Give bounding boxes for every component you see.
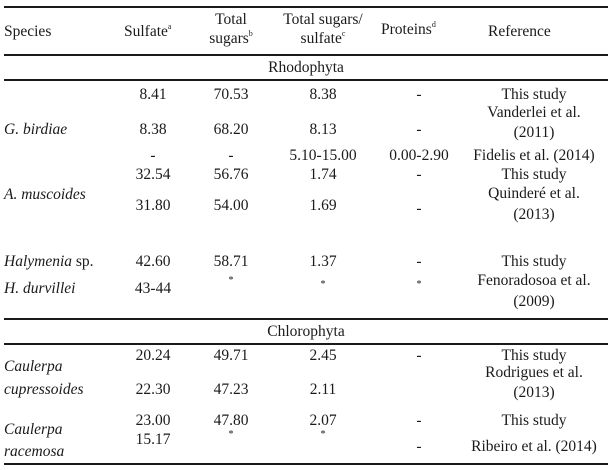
- cell-sulfate: -: [150, 147, 156, 164]
- header-proteins: Proteinsd: [381, 20, 436, 39]
- cell-ratio: *: [320, 279, 326, 290]
- cell-sugars: 68.20: [213, 121, 249, 138]
- rhodophyta-rule: [4, 79, 608, 81]
- header-reference: Reference: [488, 23, 551, 40]
- cell-reference-2: (2011): [513, 124, 555, 141]
- cell-ratio: 1.69: [309, 197, 337, 214]
- cell-sugars: -: [228, 147, 234, 164]
- cell-ratio: 8.38: [309, 86, 337, 103]
- group-rhodophyta: Rhodophyta: [268, 59, 344, 76]
- species-g-birdiae: G. birdiae: [4, 121, 68, 138]
- cell-ratio: 8.13: [309, 121, 337, 138]
- cell-sugars: 54.00: [213, 197, 249, 214]
- header-bottom-rule: [4, 54, 608, 56]
- cell-reference: Ribeiro et al. (2014): [471, 438, 597, 455]
- cell-reference: This study: [501, 166, 567, 183]
- cell-sulfate: 42.60: [135, 253, 171, 270]
- header-total-sugars-2: sugarsb: [209, 29, 253, 48]
- cell-sugars: 47.23: [213, 381, 249, 398]
- cell-reference: This study: [501, 86, 567, 103]
- cell-ratio: 2.45: [309, 347, 337, 364]
- header-total-sugars: Total: [215, 11, 247, 28]
- cell-ratio: 2.11: [309, 381, 337, 398]
- cell-ratio: 2.07: [309, 412, 337, 429]
- cell-sulfate: 43-44: [134, 280, 172, 297]
- cell-sugars: *: [228, 275, 234, 286]
- cell-sulfate: 23.00: [135, 412, 171, 429]
- cell-sugars: 47.80: [213, 412, 249, 429]
- group-chlorophyta: Chlorophyta: [267, 323, 345, 340]
- cell-sulfate: 20.24: [135, 347, 171, 364]
- cell-ratio: 1.74: [309, 166, 337, 183]
- cell-reference: This study: [501, 253, 567, 270]
- header-sulfate: Sulfatea: [124, 22, 172, 41]
- cell-sulfate: 8.41: [139, 86, 167, 103]
- cell-sulfate: 8.38: [139, 121, 167, 138]
- cell-sulfate: 31.80: [135, 197, 171, 214]
- cell-reference: Rodrigues et al.: [485, 364, 583, 381]
- species-a-muscoides: A. muscoides: [4, 186, 86, 203]
- species-c-cupressoides: Caulerpa: [4, 358, 63, 375]
- cell-sugars: 56.76: [213, 166, 249, 183]
- cell-proteins: -: [416, 438, 422, 455]
- cell-reference: Fidelis et al. (2014): [473, 147, 595, 164]
- cell-proteins: -: [416, 166, 422, 183]
- cell-reference-2: (2013): [513, 384, 555, 401]
- species-halymenia: Halymenia sp.: [4, 253, 94, 270]
- cell-sulfate: 22.30: [135, 381, 171, 398]
- cell-sugars: 70.53: [213, 86, 249, 103]
- chlorophyta-rule: [4, 343, 608, 345]
- cell-proteins: -: [416, 347, 422, 364]
- cell-reference-2: (2013): [513, 206, 555, 223]
- top-rule: [4, 6, 608, 8]
- header-ratio-2: sulfatec: [300, 29, 346, 48]
- header-ratio: Total sugars/: [283, 11, 363, 28]
- cell-reference: Fenoradosoa et al.: [477, 272, 591, 289]
- cell-ratio: 5.10-15.00: [289, 147, 357, 164]
- cell-reference: Vanderlei et al.: [487, 104, 581, 121]
- cell-sugars: 49.71: [213, 347, 249, 364]
- cell-sugars: 58.71: [213, 253, 249, 270]
- cell-proteins: -: [416, 121, 422, 138]
- cell-proteins: -: [416, 253, 422, 270]
- cell-proteins: 0.00-2.90: [389, 147, 449, 164]
- cell-sulfate: 15.17: [135, 431, 171, 448]
- bottom-rule: [4, 463, 608, 465]
- cell-sulfate: 32.54: [135, 166, 171, 183]
- chlorophyta-top-rule: [4, 318, 608, 320]
- cell-proteins: -: [416, 86, 422, 103]
- header-species: Species: [4, 23, 52, 40]
- cell-proteins: *: [416, 279, 422, 290]
- cell-sugars: *: [228, 429, 234, 440]
- cell-proteins: -: [416, 412, 422, 429]
- cell-reference: This study: [501, 412, 567, 429]
- cell-ratio: *: [320, 429, 326, 440]
- species-c-racemosa: Caulerpa: [4, 421, 63, 438]
- cell-proteins: -: [416, 200, 422, 217]
- species-c-cupressoides-2: cupressoides: [4, 381, 84, 398]
- cell-ratio: 1.37: [309, 253, 337, 270]
- species-c-racemosa-2: racemosa: [4, 443, 65, 460]
- cell-reference: Quinderé et al.: [488, 185, 580, 202]
- cell-reference: This study: [501, 347, 567, 364]
- cell-reference-2: (2009): [513, 293, 555, 310]
- species-h-durvillei: H. durvillei: [4, 280, 76, 297]
